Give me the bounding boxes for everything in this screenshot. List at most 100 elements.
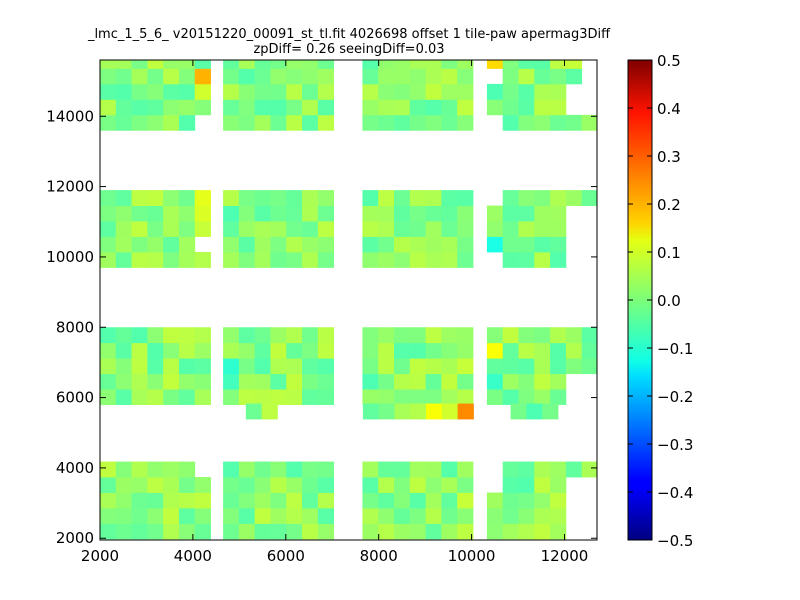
heatmap-cell [178, 99, 196, 116]
heatmap-cell [502, 327, 519, 344]
heatmap-cell [238, 205, 256, 222]
colorbar-tick-label: −0.5 [657, 532, 693, 550]
heatmap-cell [254, 83, 271, 100]
heatmap-cell [394, 60, 411, 69]
heatmap-cell [317, 83, 335, 100]
heatmap-cell [100, 342, 117, 359]
heatmap-cell [115, 461, 132, 478]
heatmap-cell [178, 373, 196, 390]
heatmap-cell [502, 190, 519, 206]
heatmap-cell [254, 114, 271, 131]
heatmap-cell [425, 83, 442, 100]
heatmap-cell [457, 68, 474, 85]
heatmap-cell [131, 358, 148, 375]
heatmap-cell [378, 477, 395, 493]
heatmap-cell [131, 190, 148, 206]
heatmap-cell [223, 68, 240, 85]
heatmap-cell [486, 342, 504, 359]
heatmap-cell [409, 342, 426, 359]
heatmap-cell [286, 68, 303, 85]
heatmap-cell [394, 342, 411, 359]
x-tick-label: 4000 [174, 547, 212, 565]
heatmap-cell [534, 477, 551, 493]
heatmap-cell [534, 358, 551, 375]
heatmap-cell [565, 461, 583, 478]
colorbar-axis: 0.5 0.4 0.3 0.2 0.1 0.0 −0.1 −0.2 −0.3 −0.4 −0.5 [628, 52, 693, 550]
heatmap-cell [441, 221, 458, 237]
heatmap-cell [178, 477, 196, 493]
x-tick-label: 8000 [360, 547, 398, 565]
heatmap-cell [270, 60, 287, 69]
heatmap-cell [115, 492, 132, 509]
heatmap-cell [100, 389, 117, 406]
heatmap-cell [178, 60, 196, 69]
heatmap-cell [302, 327, 319, 344]
heatmap-cell [131, 114, 148, 131]
heatmap-cell [131, 508, 148, 524]
heatmap-cell [115, 389, 132, 406]
heatmap-cell [486, 492, 504, 509]
heatmap-cell [147, 492, 164, 509]
heatmap-cell [425, 523, 442, 540]
heatmap-cell [115, 477, 132, 493]
heatmap-cell [178, 327, 196, 344]
heatmap-cell [302, 236, 319, 253]
y-tick-label: 10000 [46, 248, 94, 266]
heatmap-cell [550, 373, 567, 390]
heatmap-cell [194, 99, 211, 116]
heatmap-cell [286, 221, 303, 237]
heatmap-cell [581, 190, 597, 206]
heatmap-cell [457, 60, 474, 69]
heatmap-cell [457, 190, 474, 206]
heatmap-cell [502, 205, 519, 222]
heatmap-cell [394, 114, 411, 131]
heatmap-cell [245, 403, 263, 420]
heatmap-cell [486, 236, 504, 253]
heatmap-cell [317, 358, 335, 375]
heatmap-cell [115, 373, 132, 390]
heatmap-cell [518, 252, 535, 268]
heatmap-cell [302, 60, 319, 69]
heatmap-cell [425, 60, 442, 69]
heatmap-cell [223, 83, 240, 100]
heatmap-cell [302, 508, 319, 524]
heatmap-cell [550, 492, 567, 509]
heatmap-cell [254, 461, 271, 478]
heatmap-cell [486, 99, 504, 116]
heatmap-cell [317, 190, 335, 206]
heatmap-cell [194, 358, 211, 375]
heatmap-cell [178, 83, 196, 100]
heatmap-cell [178, 236, 196, 253]
heatmap-cell [194, 492, 211, 509]
heatmap-cell [194, 342, 211, 359]
heatmap-cell [131, 389, 148, 406]
heatmap-cell [425, 190, 442, 206]
heatmap-cell [115, 83, 132, 100]
heatmap-cell [223, 221, 240, 237]
heatmap-cell [457, 492, 474, 509]
heatmap-cell [565, 190, 583, 206]
heatmap-cell [394, 83, 411, 100]
heatmap-cell [194, 327, 211, 344]
heatmap-cell [302, 252, 319, 268]
heatmap-cell [409, 114, 426, 131]
heatmap-cell [534, 83, 551, 100]
heatmap-cell [409, 190, 426, 206]
heatmap-cell [550, 358, 567, 375]
heatmap-cell [409, 358, 426, 375]
heatmap-cell [270, 523, 287, 540]
heatmap-cell [425, 236, 442, 253]
heatmap-cell [238, 523, 256, 540]
x-tick-label: 2000 [81, 547, 119, 565]
heatmap-cell [502, 68, 519, 85]
heatmap-cell [378, 358, 395, 375]
heatmap-cell [194, 83, 211, 100]
heatmap-cell [302, 114, 319, 131]
heatmap-cell [486, 523, 504, 540]
heatmap-cell [286, 327, 303, 344]
heatmap-cell [534, 342, 551, 359]
heatmap-cell [394, 327, 411, 344]
heatmap-cell [115, 221, 132, 237]
heatmap-cell [270, 99, 287, 116]
heatmap-cell [378, 403, 395, 420]
